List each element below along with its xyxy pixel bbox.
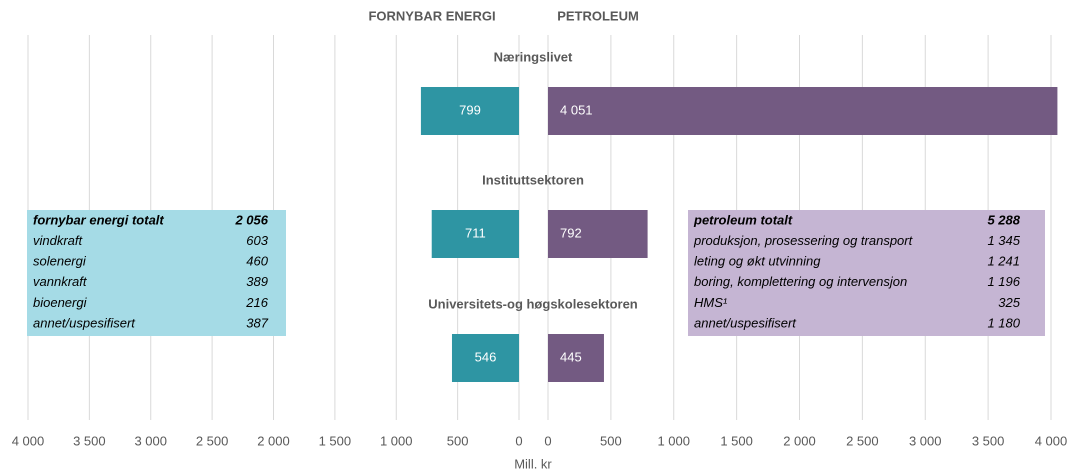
- box-item-value: 389: [246, 274, 268, 289]
- data-label: 445: [560, 349, 582, 364]
- x-tick-label: 2 500: [846, 433, 879, 448]
- box-item-value: 1 241: [987, 254, 1020, 269]
- box-item-name: vindkraft: [33, 233, 84, 248]
- x-tick-label: 4 000: [12, 433, 45, 448]
- box-item-value: 387: [246, 315, 268, 330]
- box-item-value: 216: [245, 295, 268, 310]
- x-tick-label: 1 000: [657, 433, 690, 448]
- x-tick-label: 2 000: [783, 433, 816, 448]
- x-tick-label: 1 500: [720, 433, 753, 448]
- x-tick-label: 0: [515, 433, 522, 448]
- box-item-name: fornybar energi totalt: [33, 212, 164, 227]
- bar: [420, 87, 519, 135]
- bar: [548, 334, 604, 382]
- legend-label: PETROLEUM: [557, 8, 639, 23]
- category-label: Næringslivet: [494, 49, 573, 64]
- x-tick-label: 1 500: [319, 433, 352, 448]
- box-item-value: 1 180: [987, 315, 1020, 330]
- data-label: 546: [475, 349, 497, 364]
- x-tick-label: 2 500: [196, 433, 229, 448]
- data-label: 4 051: [560, 102, 593, 117]
- data-label: 792: [560, 225, 582, 240]
- box-item-value: 325: [998, 295, 1020, 310]
- x-tick-label: 4 000: [1035, 433, 1068, 448]
- box-item-value: 1 196: [987, 274, 1020, 289]
- box-item-value: 2 056: [234, 212, 268, 227]
- category-label: Instituttsektoren: [482, 172, 584, 187]
- x-tick-label: 500: [447, 433, 469, 448]
- box-item-name: boring, komplettering og intervensjon: [694, 274, 907, 289]
- x-axis-label: Mill. kr: [514, 456, 552, 471]
- data-label: 711: [465, 225, 486, 240]
- summary-box: [688, 210, 1045, 336]
- box-item-name: bioenergi: [33, 295, 88, 310]
- x-tick-label: 500: [600, 433, 622, 448]
- box-item-value: 5 288: [987, 212, 1020, 227]
- summary-box: [27, 210, 286, 336]
- x-tick-label: 1 000: [380, 433, 413, 448]
- legend-label: FORNYBAR ENERGI: [368, 8, 495, 23]
- x-tick-label: 3 000: [909, 433, 942, 448]
- box-item-value: 460: [246, 254, 268, 269]
- box-item-name: produksjon, prosessering og transport: [693, 233, 914, 248]
- data-label: 799: [459, 102, 481, 117]
- x-tick-label: 3 500: [73, 433, 106, 448]
- bar: [451, 334, 519, 382]
- category-label: Universitets-og høgskolesektoren: [428, 296, 638, 311]
- x-tick-label: 3 500: [972, 433, 1005, 448]
- box-item-name: solenergi: [33, 254, 87, 269]
- box-item-name: petroleum totalt: [693, 212, 793, 227]
- bar: [548, 87, 1058, 135]
- x-tick-label: 0: [544, 433, 551, 448]
- bar: [548, 210, 648, 258]
- x-tick-label: 3 000: [134, 433, 167, 448]
- box-item-name: annet/uspesifisert: [33, 315, 136, 330]
- box-item-name: leting og økt utvinning: [694, 254, 821, 269]
- box-item-value: 1 345: [987, 233, 1020, 248]
- box-item-value: 603: [246, 233, 268, 248]
- bar: [431, 210, 519, 258]
- x-tick-label: 2 000: [257, 433, 290, 448]
- box-item-name: vannkraft: [33, 274, 88, 289]
- box-item-name: annet/uspesifisert: [694, 315, 797, 330]
- box-item-name: HMS¹: [694, 295, 728, 310]
